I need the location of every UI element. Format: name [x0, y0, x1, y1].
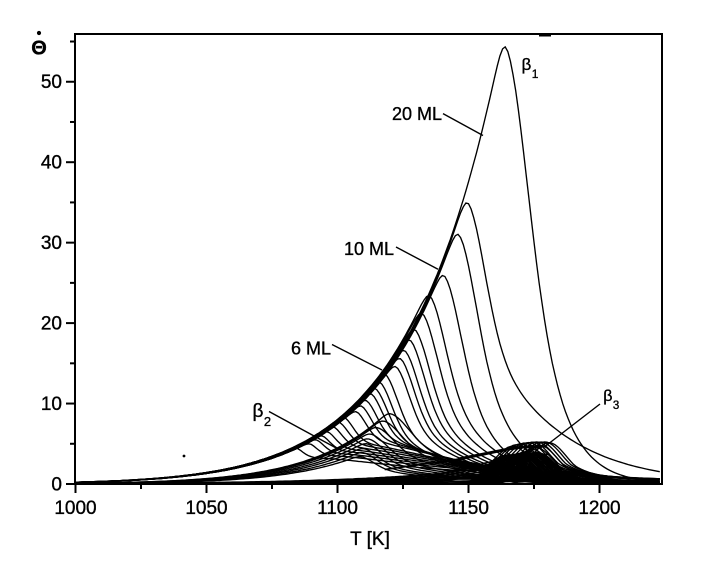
svg-text:1100: 1100	[317, 498, 358, 519]
svg-text:40: 40	[41, 153, 62, 174]
svg-text:1050: 1050	[185, 498, 227, 519]
svg-text:Θ: Θ	[31, 38, 47, 60]
svg-text:10 ML: 10 ML	[344, 239, 394, 259]
svg-text:1: 1	[532, 67, 539, 81]
svg-text:0: 0	[51, 475, 62, 496]
svg-text:50: 50	[41, 72, 62, 93]
svg-text:β: β	[522, 55, 532, 74]
svg-text:20: 20	[41, 314, 62, 335]
svg-text:1200: 1200	[578, 498, 620, 519]
svg-text:β: β	[253, 401, 264, 422]
svg-text:β: β	[603, 388, 612, 405]
svg-text:3: 3	[613, 400, 619, 412]
svg-text:20 ML: 20 ML	[392, 104, 442, 124]
svg-text:T [K]: T [K]	[350, 529, 390, 550]
svg-text:2: 2	[264, 414, 271, 429]
svg-text:10: 10	[41, 394, 62, 415]
svg-text:6 ML: 6 ML	[291, 339, 331, 359]
svg-text:1000: 1000	[54, 498, 96, 519]
svg-text:30: 30	[41, 233, 62, 254]
svg-text:1150: 1150	[448, 498, 489, 519]
